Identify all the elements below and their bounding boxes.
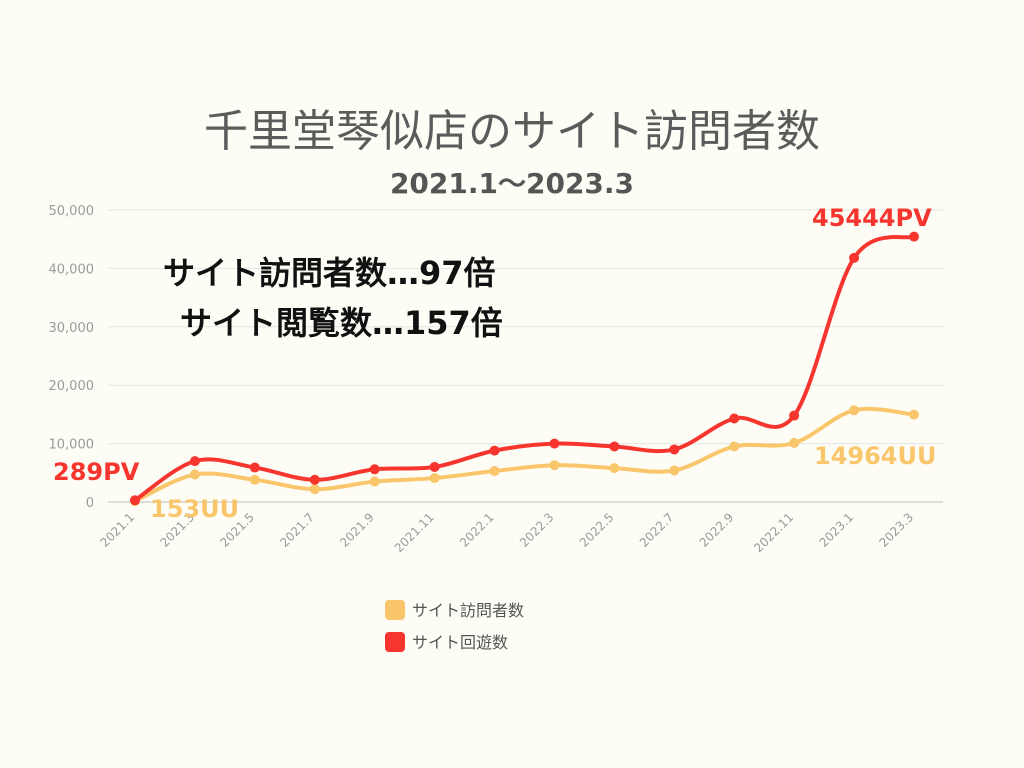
data-point bbox=[309, 484, 320, 495]
legend-swatch-visitors bbox=[385, 600, 405, 620]
visitors-start-label: 153UU bbox=[150, 495, 239, 523]
data-point bbox=[609, 463, 620, 474]
y-tick-label: 10,000 bbox=[49, 438, 95, 453]
data-point bbox=[489, 445, 500, 456]
x-tick-label: 2022.9 bbox=[697, 510, 737, 550]
views-end-label: 45444PV bbox=[812, 204, 932, 232]
data-point bbox=[489, 466, 500, 477]
data-point bbox=[549, 460, 560, 471]
data-point bbox=[369, 464, 380, 475]
data-point bbox=[909, 231, 919, 242]
series-line-0 bbox=[133, 406, 916, 504]
data-point bbox=[609, 441, 620, 452]
data-point bbox=[369, 476, 380, 487]
x-tick-label: 2023.1 bbox=[817, 510, 857, 550]
data-point bbox=[249, 474, 260, 485]
chart-title: 千里堂琴似店のサイト訪問者数 bbox=[204, 106, 820, 157]
legend-item-visitors[interactable]: サイト訪問者数 bbox=[385, 600, 524, 620]
visitors-end-label: 14964UU bbox=[814, 442, 936, 470]
y-tick-label: 40,000 bbox=[49, 262, 95, 277]
data-point bbox=[909, 409, 919, 420]
x-tick-label: 2021.11 bbox=[392, 510, 437, 555]
x-tick-label: 2021.1 bbox=[98, 510, 138, 550]
x-tick-label: 2022.3 bbox=[517, 510, 557, 550]
data-point bbox=[429, 473, 440, 484]
legend: サイト訪問者数 サイト回遊数 bbox=[385, 600, 524, 652]
legend-label-views: サイト回遊数 bbox=[412, 633, 508, 652]
x-tick-label: 2022.7 bbox=[637, 510, 677, 550]
legend-label-visitors: サイト訪問者数 bbox=[412, 601, 524, 620]
data-point bbox=[669, 465, 680, 476]
data-point bbox=[429, 461, 440, 472]
data-point bbox=[849, 405, 860, 416]
x-tick-label: 2021.7 bbox=[277, 510, 317, 550]
y-axis: 0 10,000 20,000 30,000 40,000 50,000 bbox=[49, 204, 95, 511]
data-point bbox=[130, 495, 140, 506]
x-tick-label: 2022.1 bbox=[457, 510, 497, 550]
data-point bbox=[789, 410, 800, 421]
data-point bbox=[849, 252, 860, 263]
grid-layer bbox=[108, 209, 943, 503]
data-point bbox=[189, 469, 200, 480]
chart-subtitle: 2021.1〜2023.3 bbox=[390, 167, 634, 200]
y-tick-label: 0 bbox=[86, 496, 94, 511]
legend-swatch-views bbox=[385, 632, 405, 652]
y-tick-label: 30,000 bbox=[49, 321, 95, 336]
data-point bbox=[669, 444, 680, 455]
x-tick-label: 2021.9 bbox=[337, 510, 377, 550]
x-tick-label: 2022.11 bbox=[751, 510, 796, 555]
data-point bbox=[249, 462, 260, 473]
x-tick-label: 2022.5 bbox=[577, 510, 617, 550]
y-tick-label: 50,000 bbox=[49, 204, 95, 219]
y-tick-label: 20,000 bbox=[49, 379, 95, 394]
legend-item-views[interactable]: サイト回遊数 bbox=[385, 632, 508, 652]
data-point bbox=[309, 474, 320, 485]
data-point bbox=[549, 438, 560, 449]
views-start-label: 289PV bbox=[53, 458, 140, 486]
visitors-multiplier-callout: サイト訪問者数…97倍 bbox=[163, 254, 496, 292]
series-layer bbox=[130, 231, 919, 507]
data-point bbox=[729, 441, 740, 452]
x-tick-label: 2023.3 bbox=[877, 510, 917, 550]
data-point bbox=[789, 438, 800, 449]
views-multiplier-callout: サイト閲覧数…157倍 bbox=[180, 304, 503, 342]
data-point bbox=[189, 456, 200, 467]
data-point bbox=[729, 413, 740, 424]
